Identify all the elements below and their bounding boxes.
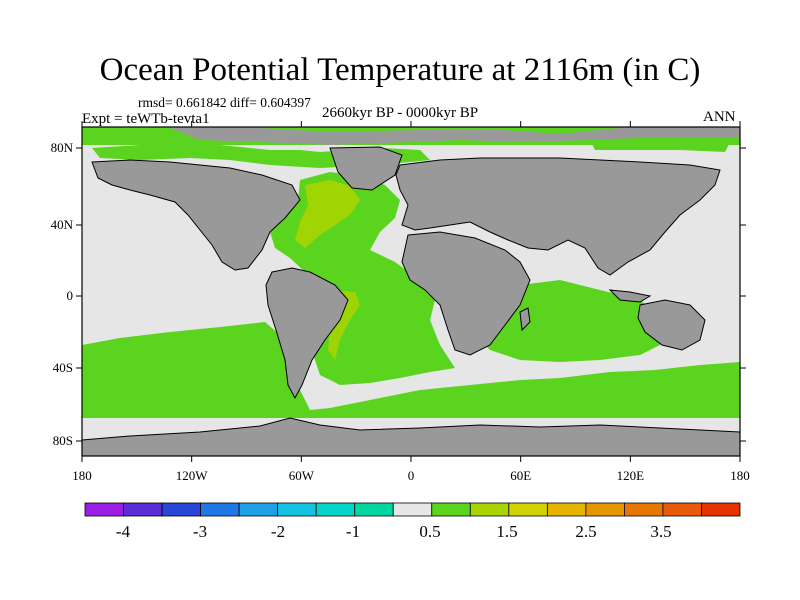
greenland-land <box>329 146 403 191</box>
lon-tick-label: 0 <box>408 468 415 483</box>
arctic-land <box>170 128 740 145</box>
colorbar-swatch <box>354 502 394 517</box>
colorbar-swatch <box>508 502 548 517</box>
land-masses <box>82 146 740 456</box>
stats-label: rmsd= 0.661842 diff= 0.604397 <box>138 95 311 110</box>
colorbar-swatch <box>701 502 741 517</box>
colorbar-label: 1.5 <box>496 522 517 541</box>
colorbar-swatch <box>585 502 625 517</box>
lat-tick-label: 0 <box>67 288 74 303</box>
lon-tick-label: 120W <box>176 468 209 483</box>
south-america-land <box>265 267 349 400</box>
colorbar-swatch <box>469 502 510 517</box>
antarctica-land <box>82 417 740 456</box>
lat-tick-label: 80S <box>53 433 73 448</box>
map-title: Ocean Potential Temperature at 2116m (in… <box>99 52 701 88</box>
lon-tick-label: 180 <box>730 468 750 483</box>
colorbar-label: -2 <box>271 522 285 541</box>
latitude-axis: 80N 40N 0 40S 80S <box>51 140 746 448</box>
colorbar-label: 3.5 <box>650 522 671 541</box>
colorbar-swatch <box>277 502 317 517</box>
lon-tick-label: 180 <box>72 468 92 483</box>
season-label: ANN <box>703 109 736 125</box>
colorbar-swatch <box>200 502 240 517</box>
lon-tick-label: 120E <box>617 468 645 483</box>
eurasia-land <box>395 157 721 276</box>
colorbar-swatch <box>546 502 587 517</box>
colorbar-label: -1 <box>346 522 360 541</box>
lat-tick-label: 40S <box>53 360 73 375</box>
madagascar-land <box>519 307 531 332</box>
australia-land <box>637 299 706 351</box>
lat-tick-label: 40N <box>51 217 74 232</box>
africa-land <box>401 231 531 356</box>
lon-tick-label: 60E <box>510 468 531 483</box>
colorbar-swatch <box>123 502 163 517</box>
colorbar-swatch <box>238 502 279 517</box>
southern-ocean-green <box>82 322 740 418</box>
colorbar-swatch <box>315 502 356 517</box>
lat-tick-label: 80N <box>51 140 74 155</box>
colorbar-swatch <box>662 502 702 517</box>
longitude-axis: 180 120W 60W 0 60E 120E 180 <box>72 121 750 483</box>
colorbar-label: -4 <box>116 522 131 541</box>
colorbar-swatch <box>624 502 664 517</box>
colorbar-swatch <box>161 502 201 517</box>
north-america-land <box>91 159 301 271</box>
indonesia-land <box>608 289 652 303</box>
map-field <box>82 127 740 456</box>
colorbar-swatch <box>392 502 433 517</box>
lon-tick-label: 60W <box>289 468 315 483</box>
atlantic-subsurface-yellow <box>295 180 360 248</box>
period-label: 2660kyr BP - 0000kyr BP <box>322 105 479 121</box>
colorbar-swatch <box>84 502 124 517</box>
colorbar: -4 -3 -2 -1 0.5 1.5 2.5 3.5 <box>84 502 741 541</box>
colorbar-swatch <box>431 502 471 517</box>
experiment-label: Expt = teWTb-tevta1 <box>82 111 210 127</box>
colorbar-label: -3 <box>193 522 207 541</box>
colorbar-label: 2.5 <box>575 522 596 541</box>
colorbar-label: 0.5 <box>419 522 440 541</box>
